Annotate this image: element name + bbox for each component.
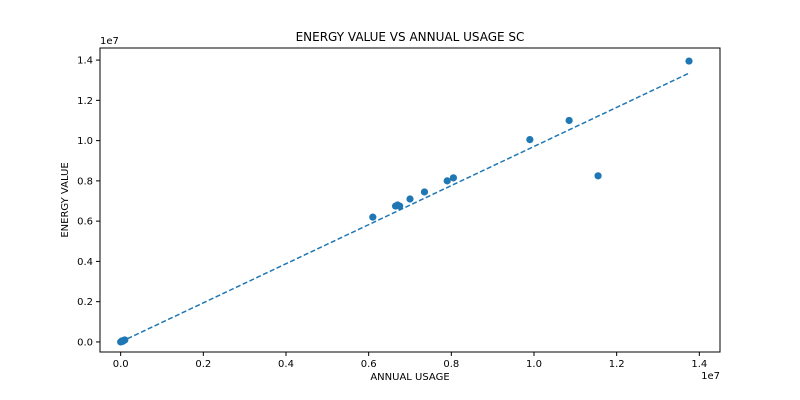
x-tick-label: 0.6 [361,359,377,370]
x-axis-ticks: 0.0 0.2 0.4 0.6 0.8 1.0 1.2 1.4 [113,352,707,370]
x-axis-label: ANNUAL USAGE [370,372,449,383]
x-tick-label: 1.0 [526,359,542,370]
x-tick-label: 0.8 [443,359,459,370]
y-tick-label: 0.2 [77,297,93,308]
data-point [449,174,457,182]
x-tick-label: 0.4 [278,359,294,370]
data-point [406,195,414,203]
y-tick-label: 0.6 [77,217,93,228]
x-tick-label: 1.2 [609,359,625,370]
x-tick-label: 0.2 [195,359,211,370]
data-point [118,337,126,345]
y-tick-label: 0.4 [77,257,93,268]
plot-frame [99,47,721,353]
y-tick-label: 1.4 [77,56,93,67]
y-tick-label: 0.0 [77,337,93,348]
y-tick-label: 1.2 [77,96,93,107]
data-point [526,136,534,144]
data-point [443,177,451,185]
data-point [420,188,429,196]
chart-title: ENERGY VALUE VS ANNUAL USAGE SC [296,30,525,44]
x-tick-label: 1.4 [691,359,707,370]
data-point [594,172,602,180]
y-axis-offset-label: 1e7 [100,36,119,47]
data-point [396,202,404,210]
y-axis-label: ENERGY VALUE [60,162,71,237]
points-layer [117,57,693,346]
data-point [369,213,377,221]
data-point [565,116,573,125]
trendline [120,72,690,343]
trendline-layer [120,72,690,343]
data-point [685,57,693,65]
y-tick-label: 0.8 [77,176,93,187]
y-tick-label: 1.0 [77,136,93,147]
x-tick-label: 0.0 [113,359,129,370]
x-axis-offset-label: 1e7 [701,371,720,382]
y-axis-ticks: 0.0 0.2 0.4 0.6 0.8 1.0 1.2 1.4 [77,56,100,348]
